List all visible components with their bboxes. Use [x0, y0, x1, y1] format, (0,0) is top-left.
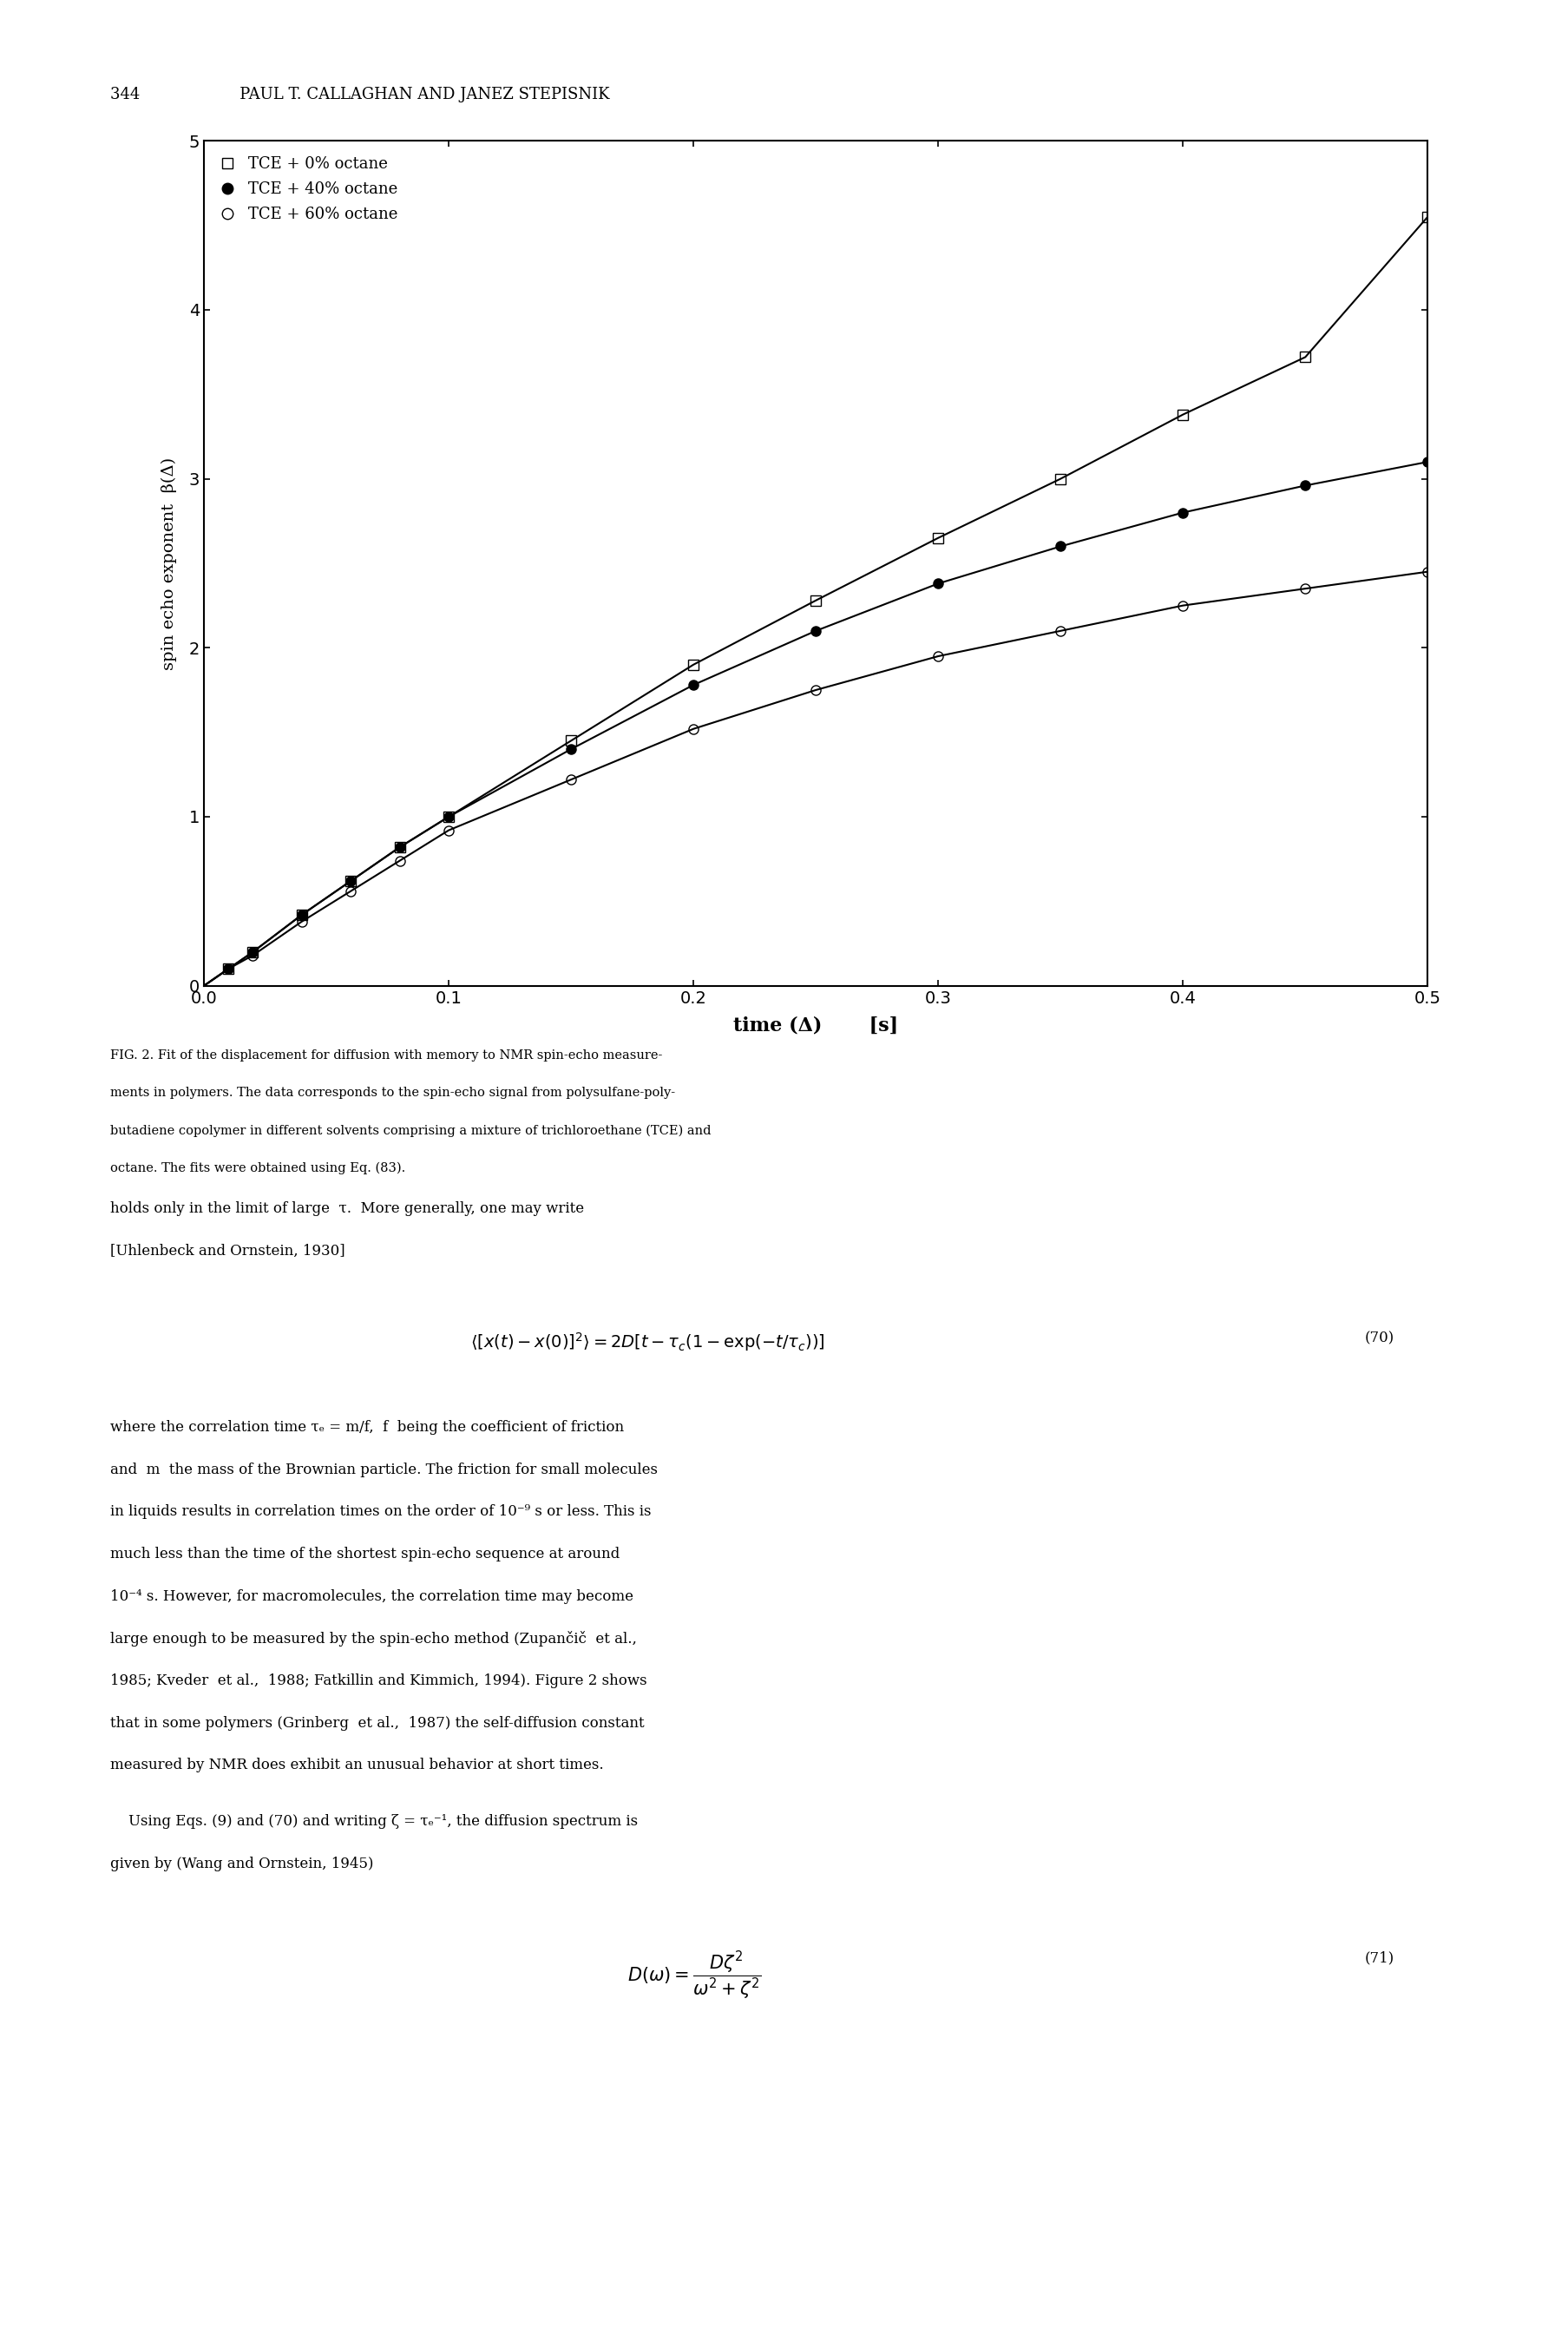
Text: given by (Wang and Ornstein, 1945): given by (Wang and Ornstein, 1945) — [110, 1856, 373, 1871]
Text: (70): (70) — [1364, 1331, 1394, 1345]
Text: [Uhlenbeck and Ornstein, 1930]: [Uhlenbeck and Ornstein, 1930] — [110, 1244, 345, 1258]
Text: large enough to be measured by the spin-echo method (Zupančič  et al.,: large enough to be measured by the spin-… — [110, 1631, 637, 1648]
Text: and  m  the mass of the Brownian particle. The friction for small molecules: and m the mass of the Brownian particle.… — [110, 1462, 657, 1476]
Text: Using Eqs. (9) and (70) and writing ζ = τₑ⁻¹, the diffusion spectrum is: Using Eqs. (9) and (70) and writing ζ = … — [110, 1814, 637, 1828]
Text: FIG. 2. Fit of the displacement for diffusion with memory to NMR spin-echo measu: FIG. 2. Fit of the displacement for diff… — [110, 1049, 662, 1061]
Text: much less than the time of the shortest spin-echo sequence at around: much less than the time of the shortest … — [110, 1547, 619, 1561]
Y-axis label: spin echo exponent  β(Δ): spin echo exponent β(Δ) — [162, 458, 177, 669]
Text: $\langle [x(t) - x(0)]^2 \rangle = 2D[t - \tau_c(1 - \exp(-t/\tau_c))]$: $\langle [x(t) - x(0)]^2 \rangle = 2D[t … — [470, 1331, 825, 1354]
Text: (71): (71) — [1364, 1950, 1394, 1964]
Text: where the correlation time τₑ = m/f,  f  being the coefficient of friction: where the correlation time τₑ = m/f, f b… — [110, 1420, 624, 1434]
Text: 1985; Kveder  et al.,  1988; Fatkillin and Kimmich, 1994). Figure 2 shows: 1985; Kveder et al., 1988; Fatkillin and… — [110, 1673, 646, 1687]
Text: butadiene copolymer in different solvents comprising a mixture of trichloroethan: butadiene copolymer in different solvent… — [110, 1124, 710, 1136]
Text: in liquids results in correlation times on the order of 10⁻⁹ s or less. This is: in liquids results in correlation times … — [110, 1504, 651, 1519]
Text: 344                    PAUL T. CALLAGHAN AND JANEZ STEPISNIK: 344 PAUL T. CALLAGHAN AND JANEZ STEPISNI… — [110, 87, 608, 103]
Text: measured by NMR does exhibit an unusual behavior at short times.: measured by NMR does exhibit an unusual … — [110, 1758, 604, 1772]
Text: 10⁻⁴ s. However, for macromolecules, the correlation time may become: 10⁻⁴ s. However, for macromolecules, the… — [110, 1589, 633, 1603]
Text: $D(\omega) = \dfrac{D\zeta^2}{\omega^2 + \zeta^2}$: $D(\omega) = \dfrac{D\zeta^2}{\omega^2 +… — [627, 1950, 760, 2002]
X-axis label: time (Δ)       [s]: time (Δ) [s] — [732, 1016, 898, 1035]
Text: holds only in the limit of large  τ.  More generally, one may write: holds only in the limit of large τ. More… — [110, 1202, 583, 1216]
Legend: TCE + 0% octane, TCE + 40% octane, TCE + 60% octane: TCE + 0% octane, TCE + 40% octane, TCE +… — [212, 148, 405, 230]
Text: ments in polymers. The data corresponds to the spin-echo signal from polysulfane: ments in polymers. The data corresponds … — [110, 1087, 674, 1098]
Text: that in some polymers (Grinberg  et al.,  1987) the self-diffusion constant: that in some polymers (Grinberg et al., … — [110, 1716, 644, 1730]
Text: octane. The fits were obtained using Eq. (83).: octane. The fits were obtained using Eq.… — [110, 1162, 405, 1174]
